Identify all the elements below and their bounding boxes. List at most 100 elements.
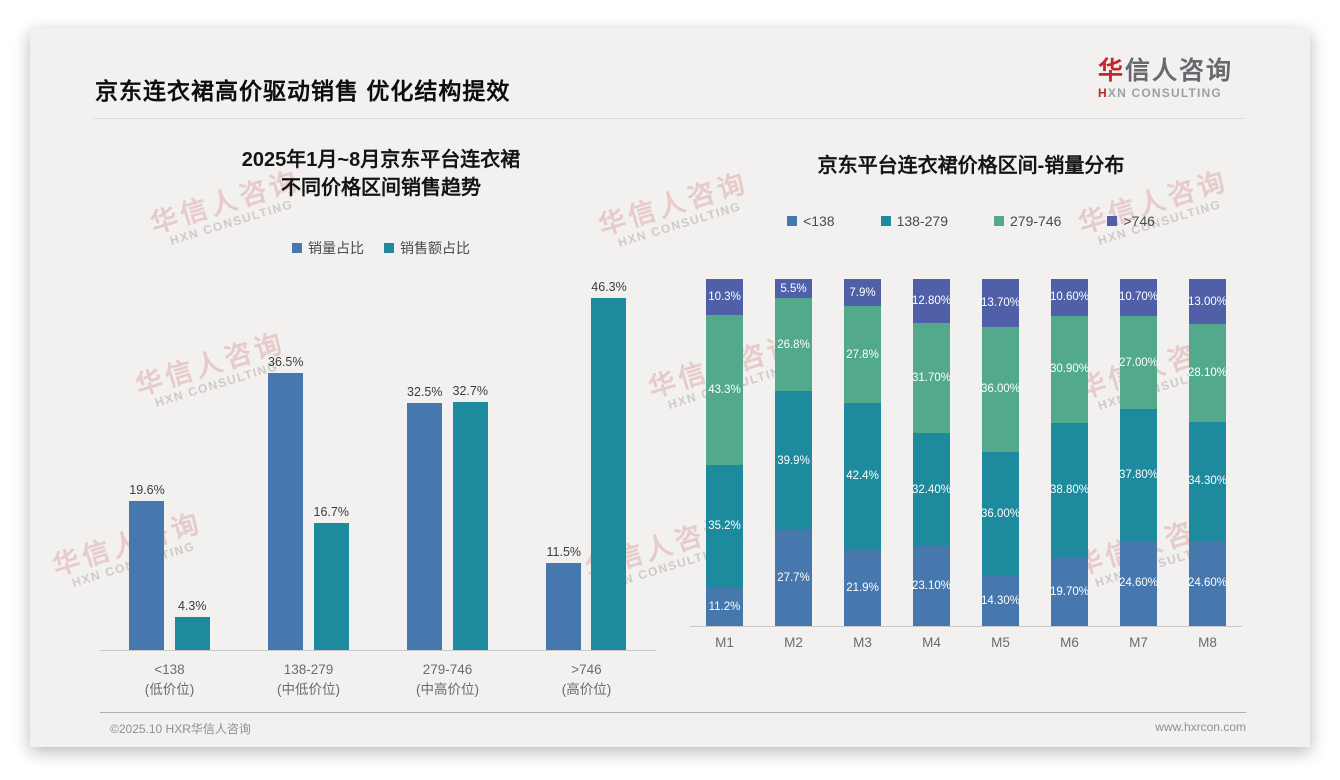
segment-value-label: 30.90% xyxy=(1050,363,1090,376)
bar-group: 32.5% 32.7% xyxy=(378,258,517,650)
brand-subtitle: HXN CONSULTING xyxy=(1098,86,1278,101)
stacked-segment: 27.7% xyxy=(775,529,812,626)
stacked-segment: 32.40% xyxy=(912,433,952,546)
stacked-segment: 34.30% xyxy=(1188,421,1227,541)
stacked-chart-legend: <138 138-279 279-746 >746 xyxy=(690,213,1252,229)
bar xyxy=(174,617,210,650)
segment-value-label: 32.40% xyxy=(912,483,952,496)
legend-label: 138-279 xyxy=(896,213,948,229)
legend-label: <138 xyxy=(803,213,835,229)
bar-value-label: 4.3% xyxy=(177,599,207,614)
stacked-segment: 13.70% xyxy=(981,279,1021,327)
legend-swatch-icon xyxy=(1107,216,1118,226)
bar-group: 36.5% 16.7% xyxy=(239,258,378,650)
segment-value-label: 27.8% xyxy=(846,348,879,361)
bar-value-label: 11.5% xyxy=(546,544,582,559)
brand-name: 华信人咨询 xyxy=(1098,56,1278,86)
brand-logo: 华信人咨询 HXN CONSULTING xyxy=(1098,56,1278,101)
legend-label: 279-746 xyxy=(1010,213,1062,229)
stacked-segment: 37.80% xyxy=(1119,409,1158,541)
segment-value-label: 24.60% xyxy=(1188,577,1228,590)
stacked-bar-column: 5.5% 26.8% 39.9% 27.7% xyxy=(775,279,812,626)
stacked-segment: 21.9% xyxy=(844,550,881,626)
stacked-segment: 10.3% xyxy=(706,279,743,315)
segment-value-label: 19.70% xyxy=(1050,585,1090,598)
stacked-segment: 38.80% xyxy=(1050,423,1090,558)
bar-value-label: 32.5% xyxy=(407,385,443,399)
stacked-bar-column: 13.00% 28.10% 34.30% 24.60% xyxy=(1188,279,1228,626)
stacked-segment: 11.2% xyxy=(706,587,743,626)
segment-value-label: 13.70% xyxy=(981,296,1021,309)
month-label: M8 xyxy=(1198,635,1217,650)
stacked-bar-column: 7.9% 27.8% 42.4% 21.9% xyxy=(844,279,881,626)
bar-group: 19.6% 4.3% xyxy=(100,258,239,650)
legend-item: 138-279 xyxy=(880,213,948,229)
segment-value-label: 43.3% xyxy=(708,383,741,396)
bar xyxy=(452,401,488,650)
stacked-segment: 27.00% xyxy=(1119,315,1159,410)
legend-label: >746 xyxy=(1123,213,1155,229)
stacked-bar-slot: 13.70% 36.00% 36.00% 14.30% xyxy=(966,279,1035,626)
segment-value-label: 26.8% xyxy=(777,338,810,351)
bar xyxy=(591,298,627,650)
legend-swatch-icon xyxy=(292,243,302,253)
category-label: >746 (高价位) xyxy=(561,662,612,697)
legend-item: 279-746 xyxy=(994,213,1061,229)
segment-value-label: 28.10% xyxy=(1188,366,1228,379)
bar-value-label: 16.7% xyxy=(313,505,349,520)
stacked-segment: 10.70% xyxy=(1119,278,1158,316)
brand-name-accent: 华 xyxy=(1098,57,1126,85)
segment-value-label: 31.70% xyxy=(912,372,952,385)
segment-value-label: 10.60% xyxy=(1050,291,1090,304)
bar-value-label: 32.7% xyxy=(452,383,488,398)
legend-label: 销售额占比 xyxy=(400,240,470,256)
stacked-segment: 19.70% xyxy=(1050,557,1090,626)
stacked-segment: 36.00% xyxy=(981,326,1020,452)
month-label: M2 xyxy=(784,635,803,650)
stacked-segment: 24.60% xyxy=(1188,540,1228,626)
stacked-chart-title: 京东平台连衣裙价格区间-销量分布 xyxy=(817,155,1125,177)
grouped-chart-categories: <138 (低价位) 138-279 (中低价位) 279-746 (中高价位) >7… xyxy=(100,651,662,700)
bar xyxy=(546,562,582,650)
month-label: M5 xyxy=(991,635,1010,650)
stacked-segment: 5.5% xyxy=(775,279,812,299)
stacked-bar-column: 10.3% 43.3% 35.2% 11.2% xyxy=(706,279,743,626)
stacked-bar-column: 10.60% 30.90% 38.80% 19.70% xyxy=(1050,279,1090,626)
slide-card: 华信人咨询 HXN CONSULTING 华信人咨询 HXN CONSULTING 华信… xyxy=(30,28,1310,747)
stacked-bar-slot: 10.60% 30.90% 38.80% 19.70% xyxy=(1035,279,1104,626)
stacked-segment: 39.9% xyxy=(775,391,812,530)
category-label: 279-746 (中高价位) xyxy=(416,662,479,697)
bar-wrap: 4.3% xyxy=(174,599,210,650)
segment-value-label: 35.2% xyxy=(708,520,741,533)
footer-divider xyxy=(100,712,1246,713)
bar-value-label: 19.6% xyxy=(129,483,165,497)
category-label: 138-279 (中低价位) xyxy=(277,662,340,697)
segment-value-label: 14.30% xyxy=(981,595,1021,608)
stacked-bar-slot: 10.3% 43.3% 35.2% 11.2% xyxy=(690,279,759,626)
stacked-bar-column: 13.70% 36.00% 36.00% 14.30% xyxy=(981,279,1021,626)
segment-value-label: 10.3% xyxy=(708,290,741,303)
segment-value-label: 27.7% xyxy=(777,571,810,584)
bar xyxy=(407,403,443,650)
brand-subtitle-accent: H xyxy=(1098,86,1108,100)
stacked-bar-slot: 12.80% 31.70% 32.40% 23.10% xyxy=(897,279,966,626)
segment-value-label: 38.80% xyxy=(1050,484,1090,497)
stacked-segment: 10.60% xyxy=(1050,279,1090,316)
stacked-segment: 31.70% xyxy=(912,323,952,434)
footer-copyright: ©2025.10 HXR华信人咨询 xyxy=(110,722,251,736)
segment-value-label: 27.00% xyxy=(1119,356,1159,369)
month-label: M3 xyxy=(853,635,872,650)
stacked-bar-column: 12.80% 31.70% 32.40% 23.10% xyxy=(912,279,952,626)
page-title: 京东连衣裙高价驱动销售 优化结构提效 xyxy=(95,78,511,104)
stacked-segment: 42.4% xyxy=(844,402,881,550)
stacked-segment: 26.8% xyxy=(775,298,812,392)
bar-wrap: 16.7% xyxy=(314,505,349,650)
legend-swatch-icon xyxy=(384,243,394,253)
legend-item: 销量占比 xyxy=(292,238,364,258)
stacked-segment: 28.10% xyxy=(1188,324,1228,422)
month-label: M7 xyxy=(1129,635,1148,650)
bar-value-label: 36.5% xyxy=(268,354,304,369)
stacked-segment: 14.30% xyxy=(981,576,1021,626)
grouped-bar-chart: 2025年1月~8月京东平台连衣裙 不同价格区间销售趋势 销量占比 销售额占比 1… xyxy=(100,146,662,700)
stacked-segment: 36.00% xyxy=(981,451,1020,577)
